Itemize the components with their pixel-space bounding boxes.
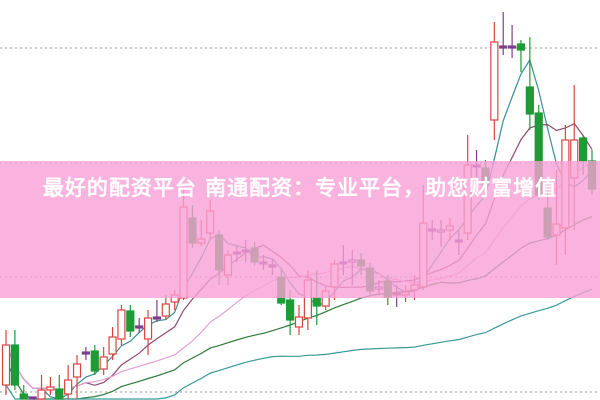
candle-body bbox=[126, 310, 135, 332]
candle-body bbox=[294, 316, 304, 328]
candle-body bbox=[499, 45, 508, 49]
candle-body bbox=[108, 336, 117, 355]
candle-body bbox=[507, 45, 517, 49]
candle-body bbox=[143, 317, 153, 340]
candle-body bbox=[117, 309, 126, 340]
candle-body bbox=[516, 43, 526, 51]
candle-body bbox=[37, 389, 46, 400]
candle-body bbox=[152, 316, 162, 320]
candle-body bbox=[19, 393, 28, 400]
candle-body bbox=[10, 344, 19, 386]
candle-body bbox=[28, 396, 37, 400]
ma60-line bbox=[5, 288, 593, 400]
candle-body bbox=[286, 299, 295, 321]
candle-body bbox=[490, 41, 499, 121]
candle-body bbox=[90, 350, 99, 372]
title-banner bbox=[0, 161, 600, 298]
candle-body bbox=[312, 297, 321, 307]
candle-body bbox=[135, 325, 144, 329]
candle-body bbox=[579, 137, 588, 162]
candle-body bbox=[99, 356, 108, 370]
candle-body bbox=[72, 363, 82, 378]
candle-body bbox=[1, 344, 11, 386]
candle-body bbox=[525, 86, 534, 115]
candle-body bbox=[46, 386, 55, 391]
candle-body bbox=[161, 303, 170, 317]
candle-body bbox=[64, 379, 73, 395]
banner-title: 最好的配资平台 南通配资：专业平台，助您财富增值 bbox=[42, 176, 558, 200]
candle-body bbox=[55, 388, 64, 400]
candle-body bbox=[81, 351, 91, 355]
